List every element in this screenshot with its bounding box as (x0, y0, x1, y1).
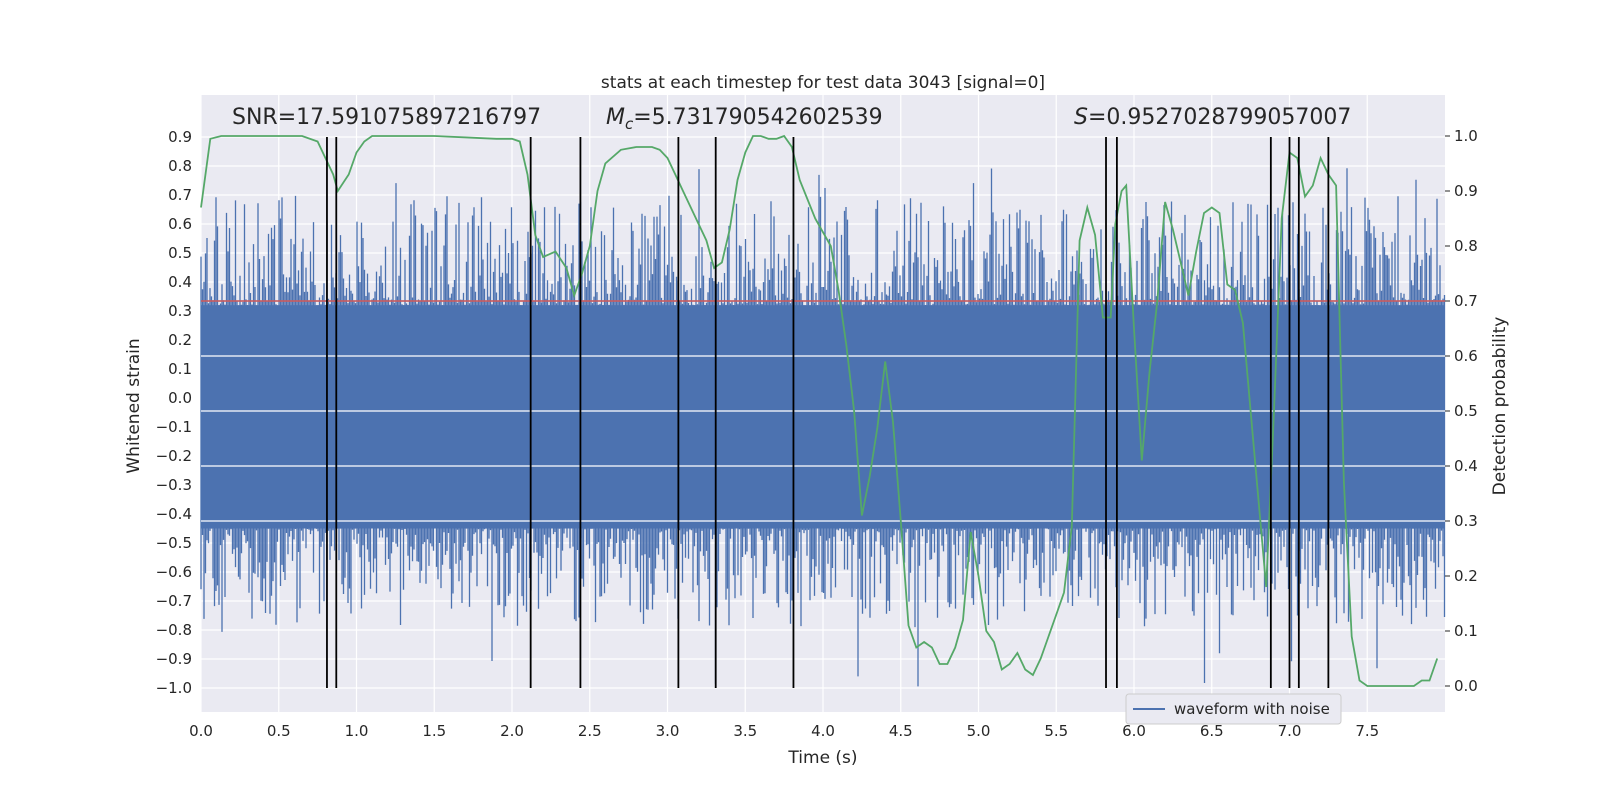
vertical-markers (326, 137, 1330, 688)
snr-annotation: SNR=17.591075897216797 (232, 105, 541, 130)
x-tick-label: 4.5 (889, 722, 913, 740)
y2-axis-ticks: 1.0 0.9 0.8 0.7 0.6 0.5 0.4 0.3 0.2 0.1 0.0 (1445, 127, 1478, 695)
y2-tick-label: 0.9 (1454, 182, 1478, 200)
s-value: =0.9527028799057007 (1088, 105, 1351, 130)
y-tick-label: 0.9 (168, 128, 192, 146)
y-tick-label: −0.8 (156, 621, 192, 639)
x-tick-label: 1.5 (422, 722, 446, 740)
y2-tick-label: 0.8 (1454, 237, 1478, 255)
chirp-mass-symbol: M (606, 105, 625, 130)
y-tick-label: −0.9 (156, 650, 192, 668)
x-tick-label: 6.0 (1122, 722, 1146, 740)
x-tick-label: 3.0 (656, 722, 680, 740)
y2-tick-label: 0.0 (1454, 677, 1478, 695)
y-tick-label: −0.1 (156, 418, 192, 436)
chirp-mass-value: =5.731790542602539 (633, 105, 882, 130)
x-axis-ticks: 0.0 0.5 1.0 1.5 2.0 2.5 3.0 3.5 4.0 4.5 5.0 5.5 6.0 6… (189, 722, 1379, 740)
y2-tick-label: 0.3 (1454, 512, 1478, 530)
y2-tick-label: 0.2 (1454, 567, 1478, 585)
x-tick-label: 6.5 (1200, 722, 1224, 740)
y-tick-label: −0.3 (156, 476, 192, 494)
y-tick-label: 0.3 (168, 302, 192, 320)
x-tick-label: 7.0 (1278, 722, 1302, 740)
noise-series (200, 168, 1446, 687)
x-tick-label: 1.0 (345, 722, 369, 740)
y-axis-ticks: 0.9 0.8 0.7 0.6 0.5 0.4 0.3 0.2 0.1 0.0 −0.1 −0.2 −0… (156, 128, 192, 697)
legend: waveform with noise (1125, 693, 1342, 725)
x-tick-label: 5.5 (1044, 722, 1068, 740)
y-tick-label: 0.6 (168, 215, 192, 233)
chirp-mass-subscript: c (625, 115, 634, 133)
x-tick-label: 5.0 (967, 722, 991, 740)
detection-probability-line (200, 134, 1439, 687)
y-axis-label: Whitened strain (124, 338, 144, 473)
y2-tick-label: 1.0 (1454, 127, 1478, 145)
y-tick-label: 0.2 (168, 331, 192, 349)
chart-title: stats at each timestep for test data 304… (601, 73, 1045, 93)
s-annotation: S=0.9527028799057007 (1074, 105, 1351, 130)
y2-tick-label: 0.7 (1454, 292, 1478, 310)
y-tick-label: 0.8 (168, 157, 192, 175)
y-tick-label: 0.1 (168, 360, 192, 378)
y2-tick-label: 0.6 (1454, 347, 1478, 365)
chirp-mass-annotation: Mc=5.731790542602539 (606, 105, 883, 133)
s-symbol: S (1074, 105, 1088, 130)
x-tick-label: 7.5 (1355, 722, 1379, 740)
x-tick-label: 2.5 (578, 722, 602, 740)
y-tick-label: 0.4 (168, 273, 192, 291)
x-tick-label: 0.0 (189, 722, 213, 740)
y2-tick-label: 0.1 (1454, 622, 1478, 640)
x-tick-label: 0.5 (267, 722, 291, 740)
y-tick-label: −1.0 (156, 679, 192, 697)
x-tick-label: 3.5 (733, 722, 757, 740)
x-tick-label: 2.0 (500, 722, 524, 740)
y-tick-label: −0.4 (156, 505, 192, 523)
y2-axis-label: Detection probability (1490, 317, 1510, 496)
y2-tick-label: 0.4 (1454, 457, 1478, 475)
x-axis-label: Time (s) (787, 748, 857, 768)
y-tick-label: −0.5 (156, 534, 192, 552)
y2-tick-label: 0.5 (1454, 402, 1478, 420)
legend-box (1125, 693, 1342, 725)
legend-label: waveform with noise (1174, 700, 1330, 718)
y-tick-label: −0.6 (156, 563, 192, 581)
y-tick-label: 0.5 (168, 244, 192, 262)
y-tick-label: −0.7 (156, 592, 192, 610)
y-tick-label: 0.7 (168, 186, 192, 204)
x-tick-label: 4.0 (811, 722, 835, 740)
y-tick-label: −0.2 (156, 447, 192, 465)
y-tick-label: 0.0 (168, 389, 192, 407)
